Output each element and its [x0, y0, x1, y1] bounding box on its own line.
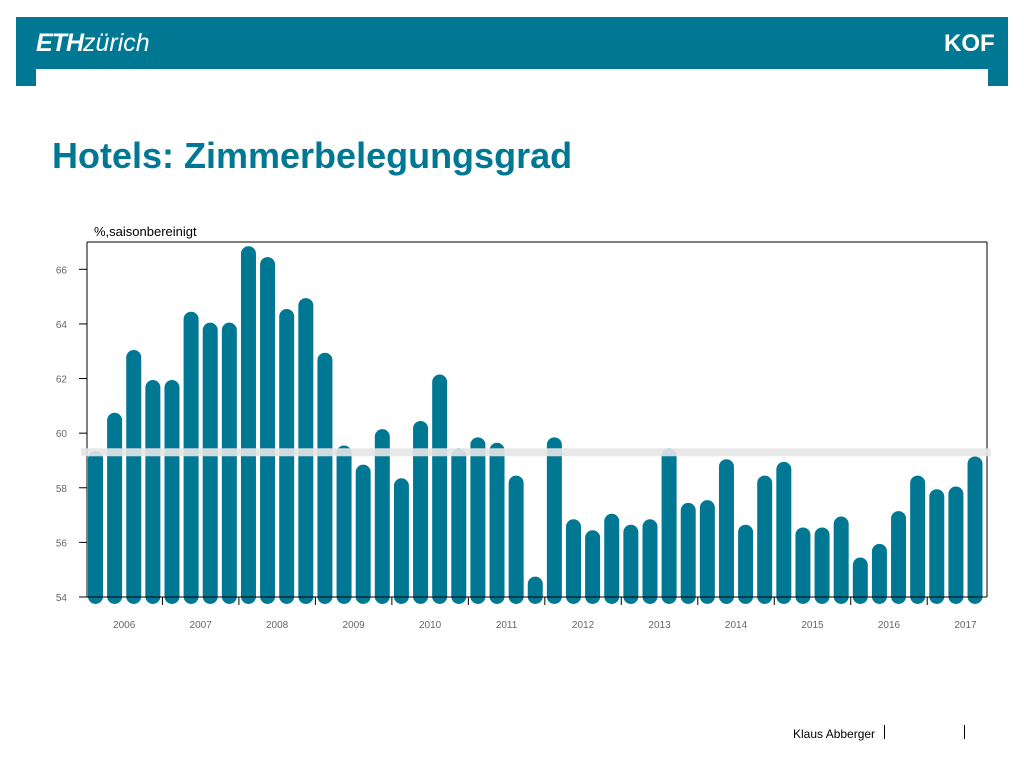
bar: [757, 475, 773, 604]
bar: [336, 445, 352, 604]
bar: [393, 478, 409, 604]
bar: [489, 442, 505, 604]
bar: [642, 519, 658, 604]
x-tick-label: 2009: [342, 620, 365, 631]
bar: [852, 557, 868, 604]
y-tick-label: 66: [56, 265, 68, 276]
bar: [88, 451, 103, 604]
bar: [374, 429, 390, 604]
bar: [145, 380, 161, 604]
bar: [929, 489, 945, 604]
bar: [623, 524, 639, 604]
y-tick-label: 64: [56, 320, 68, 331]
header-tab-right: [988, 69, 1008, 86]
x-tick-label: 2011: [496, 620, 518, 631]
bar: [585, 530, 601, 604]
bar: [432, 374, 448, 604]
bar: [718, 459, 734, 604]
header-tab-left: [16, 69, 36, 86]
bar: [891, 511, 907, 604]
bar: [680, 502, 696, 604]
x-tick-label: 2015: [801, 620, 824, 631]
footer-separator: [964, 725, 965, 739]
bar: [260, 257, 276, 604]
footer-author: Klaus Abberger: [793, 727, 876, 741]
bar: [413, 420, 429, 604]
x-tick-label: 2013: [648, 620, 671, 631]
x-tick-label: 2010: [419, 620, 442, 631]
y-tick-label: 56: [56, 538, 68, 549]
bar: [661, 448, 677, 604]
logo-eth-text: ETH: [36, 29, 84, 57]
bar: [240, 246, 256, 604]
eth-zurich-logo: ETHzürich: [36, 29, 150, 57]
reference-line: [81, 448, 991, 457]
bar: [566, 519, 581, 604]
y-tick-label: 62: [56, 375, 68, 386]
bar: [910, 475, 926, 604]
x-tick-label: 2014: [725, 620, 748, 631]
bar: [738, 524, 754, 604]
bar: [833, 516, 849, 604]
x-tick-label: 2006: [113, 620, 136, 631]
y-tick-label: 58: [56, 484, 68, 495]
chart-unit-label: %,saisonbereinigt: [94, 224, 197, 239]
y-tick-label: 60: [56, 429, 68, 440]
bar: [546, 437, 562, 604]
bar: [164, 380, 180, 604]
x-tick-label: 2017: [954, 620, 977, 631]
slide-title: Hotels: Zimmerbelegungsgrad: [52, 135, 573, 176]
bar: [126, 349, 142, 604]
bar: [508, 475, 524, 604]
x-tick-label: 2007: [190, 620, 213, 631]
x-tick-label: 2016: [878, 620, 901, 631]
bar: [183, 311, 199, 604]
bar: [967, 456, 983, 604]
bar: [948, 486, 964, 604]
bar: [814, 527, 830, 604]
bar: [202, 322, 218, 604]
logo-zurich-text: zürich: [83, 29, 150, 57]
bar: [317, 352, 333, 604]
y-tick-label: 54: [56, 593, 68, 604]
bar: [107, 412, 123, 604]
x-tick-label: 2012: [572, 620, 595, 631]
bar: [527, 576, 543, 604]
bar: [221, 322, 237, 604]
bar: [470, 437, 486, 604]
footer-separator: [884, 725, 885, 739]
bar: [795, 527, 811, 604]
bar: [355, 464, 371, 604]
bar: [699, 500, 715, 604]
bar: [776, 461, 792, 604]
bar: [279, 309, 295, 604]
bar: [451, 448, 467, 604]
header-bar: [16, 17, 1008, 69]
bar: [871, 543, 887, 604]
kof-logo: KOF: [944, 30, 995, 57]
bar: [604, 513, 620, 604]
x-tick-label: 2008: [266, 620, 289, 631]
